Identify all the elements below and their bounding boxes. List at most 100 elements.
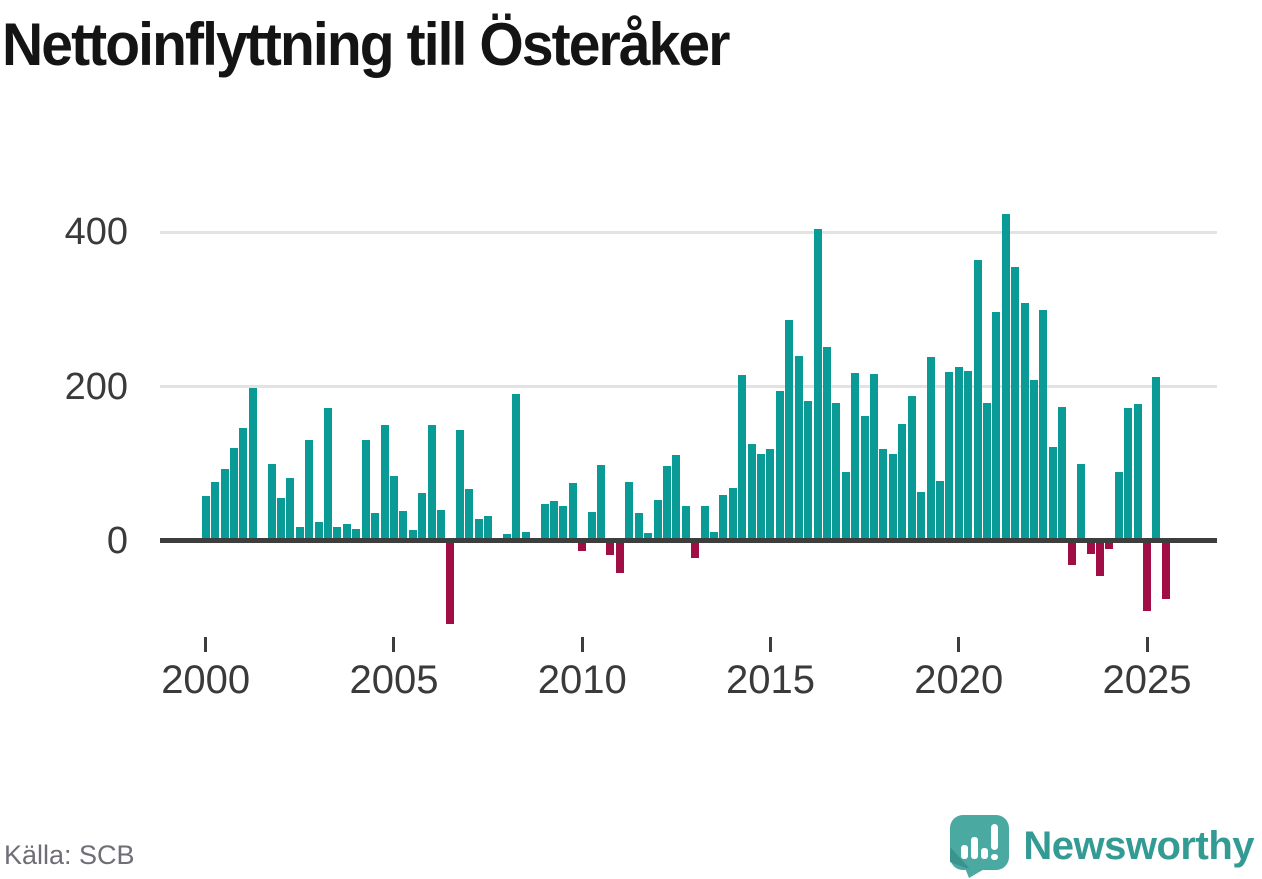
bar-2012-Q4 — [681, 506, 690, 541]
bar-2004-Q1 — [352, 528, 361, 541]
y-axis-label-400: 400 — [64, 211, 128, 254]
bar-2019-Q1 — [917, 492, 926, 541]
bar-2023-Q2 — [1077, 463, 1086, 541]
bar-2020-Q3 — [973, 260, 982, 541]
bar-2024-Q1 — [1105, 541, 1114, 549]
x-tick-2000 — [204, 637, 208, 652]
bar-2002-Q1 — [277, 497, 285, 541]
bar-2021-Q3 — [1011, 267, 1020, 541]
bar-2004-Q4 — [380, 425, 389, 541]
chart-title: Nettoinflyttning till Österåker — [2, 11, 730, 78]
bar-2017-Q1 — [841, 471, 850, 541]
bar-2001-Q1 — [239, 428, 248, 541]
bar-2008-Q1 — [502, 534, 511, 541]
bar-2012-Q2 — [662, 466, 671, 541]
bar-2005-Q2 — [399, 510, 408, 541]
bar-2018-Q4 — [907, 395, 916, 541]
bar-2020-Q2 — [964, 370, 973, 541]
bar-2016-Q1 — [804, 401, 813, 541]
bar-2019-Q2 — [926, 356, 935, 541]
x-tick-2010 — [580, 637, 584, 652]
bar-2021-Q4 — [1020, 302, 1029, 541]
source-note: Källa: SCB — [4, 840, 135, 870]
bar-2006-Q3 — [446, 541, 455, 625]
bar-2010-Q4 — [606, 541, 615, 555]
bar-2012-Q1 — [653, 500, 662, 541]
bar-2011-Q1 — [615, 541, 624, 574]
bar-2021-Q1 — [992, 311, 1001, 541]
bar-2006-Q4 — [455, 429, 464, 541]
bar-2009-Q2 — [549, 500, 558, 541]
bar-2008-Q2 — [512, 394, 521, 541]
bar-2023-Q3 — [1086, 541, 1095, 555]
bar-2002-Q4 — [305, 439, 314, 541]
x-axis-line — [160, 538, 1217, 543]
bar-2016-Q3 — [822, 346, 831, 541]
newsworthy-wordmark: Newsworthy — [1023, 824, 1254, 868]
bar-2001-Q4 — [267, 463, 276, 541]
bar-2005-Q3 — [408, 530, 417, 541]
bar-2007-Q1 — [465, 489, 474, 541]
bar-2004-Q3 — [371, 513, 380, 541]
bar-2021-Q2 — [1001, 213, 1010, 541]
bar-2003-Q3 — [333, 527, 342, 541]
bar-2016-Q2 — [813, 228, 822, 541]
bar-2017-Q3 — [860, 416, 869, 541]
x-tick-2005 — [392, 637, 396, 652]
bar-2011-Q4 — [644, 532, 653, 541]
bar-2000-Q4 — [229, 448, 238, 541]
bar-2006-Q2 — [437, 510, 446, 541]
bar-2017-Q4 — [870, 373, 879, 541]
bar-2016-Q4 — [832, 402, 841, 541]
bar-2010-Q3 — [597, 464, 606, 541]
bar-2024-Q3 — [1124, 408, 1133, 541]
bar-2003-Q4 — [342, 524, 351, 541]
bar-2013-Q1 — [691, 541, 700, 558]
gridline-400 — [160, 230, 1217, 234]
bar-2008-Q3 — [521, 531, 530, 541]
x-axis-label-2010: 2010 — [537, 658, 627, 702]
bar-2003-Q1 — [314, 521, 323, 541]
x-axis-label-2000: 2000 — [161, 658, 251, 702]
x-tick-2025 — [1145, 637, 1149, 652]
bar-2020-Q4 — [982, 402, 991, 541]
bar-2010-Q1 — [578, 541, 587, 552]
bar-2018-Q2 — [888, 453, 897, 541]
x-axis-label-2005: 2005 — [349, 658, 439, 702]
bar-2009-Q3 — [559, 506, 568, 541]
bar-2012-Q3 — [672, 454, 681, 541]
bar-2005-Q1 — [389, 476, 398, 541]
bar-2013-Q3 — [710, 531, 718, 541]
bar-2014-Q2 — [738, 375, 747, 541]
bar-2000-Q2 — [211, 482, 220, 541]
bar-2013-Q4 — [719, 494, 728, 541]
bar-2004-Q2 — [361, 439, 370, 541]
bar-2019-Q4 — [945, 372, 954, 541]
bar-2015-Q1 — [766, 449, 775, 541]
bar-2022-Q4 — [1058, 406, 1067, 541]
newsworthy-logo: Newsworthy — [949, 814, 1254, 878]
bar-2000-Q1 — [201, 496, 210, 541]
bar-2018-Q3 — [898, 423, 907, 541]
bar-2010-Q2 — [587, 511, 596, 541]
bar-2019-Q3 — [935, 480, 944, 541]
y-axis-label-200: 200 — [64, 365, 128, 408]
bar-2015-Q4 — [794, 355, 803, 541]
gridline-200 — [160, 385, 1217, 389]
bar-2009-Q1 — [540, 503, 549, 541]
bar-2002-Q2 — [286, 477, 295, 541]
bar-2025-Q3 — [1161, 541, 1170, 599]
bar-2000-Q3 — [220, 469, 229, 541]
x-tick-2020 — [957, 637, 961, 652]
bar-2022-Q2 — [1039, 309, 1048, 541]
bar-2005-Q4 — [418, 493, 427, 541]
bar-2014-Q3 — [747, 443, 756, 541]
bar-2025-Q1 — [1143, 541, 1151, 612]
bar-2023-Q1 — [1067, 541, 1076, 565]
bar-2011-Q2 — [625, 482, 634, 541]
bar-2014-Q1 — [728, 487, 737, 541]
bar-2020-Q1 — [954, 366, 963, 541]
bar-2014-Q4 — [757, 453, 766, 541]
